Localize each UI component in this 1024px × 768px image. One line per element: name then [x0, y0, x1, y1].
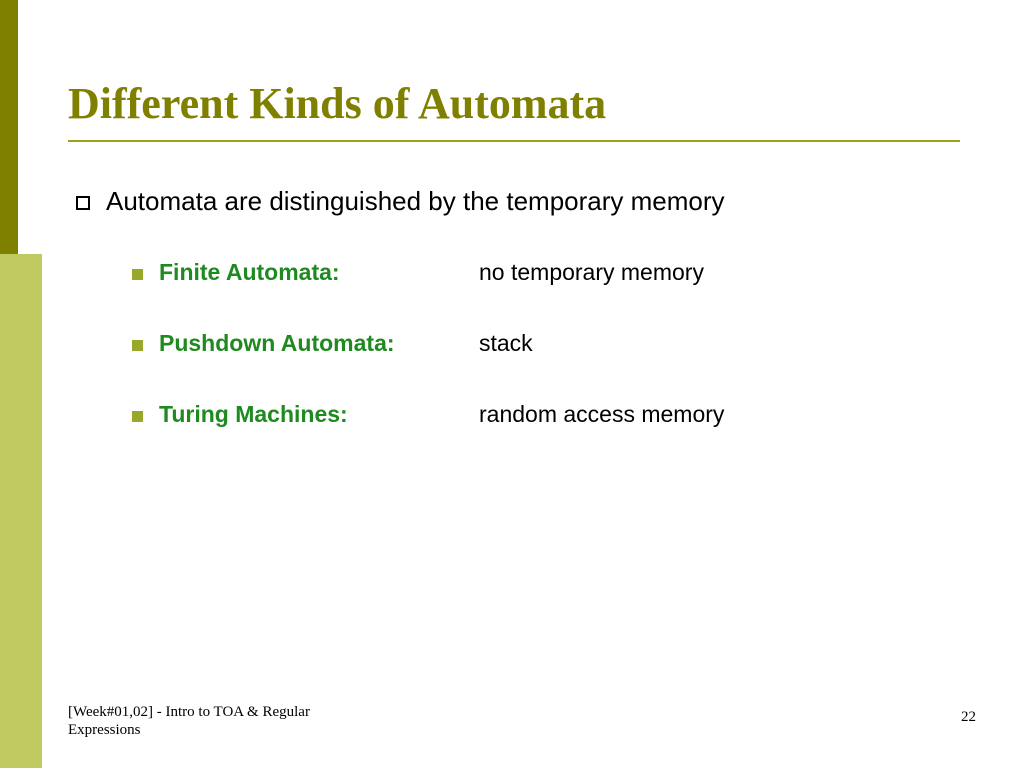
- main-bullet-text: Automata are distinguished by the tempor…: [106, 186, 725, 217]
- side-stripe-light: [0, 254, 42, 768]
- list-item: Turing Machines: random access memory: [132, 401, 956, 428]
- item-term: Pushdown Automata:: [159, 330, 479, 357]
- title-underline: [68, 140, 960, 142]
- item-desc: stack: [479, 330, 533, 357]
- slide: Different Kinds of Automata Automata are…: [0, 0, 1024, 768]
- main-bullet: Automata are distinguished by the tempor…: [76, 186, 956, 217]
- bullet-solid-icon: [132, 340, 143, 351]
- list-item: Pushdown Automata: stack: [132, 330, 956, 357]
- page-number: 22: [961, 709, 976, 726]
- footer-left: [Week#01,02] - Intro to TOA & Regular Ex…: [68, 703, 328, 741]
- item-desc: random access memory: [479, 401, 724, 428]
- bullet-hollow-icon: [76, 196, 90, 210]
- list-item: Finite Automata: no temporary memory: [132, 259, 956, 286]
- slide-title: Different Kinds of Automata: [68, 78, 606, 129]
- bullet-solid-icon: [132, 411, 143, 422]
- sub-bullet-list: Finite Automata: no temporary memory Pus…: [76, 259, 956, 428]
- item-term: Finite Automata:: [159, 259, 479, 286]
- bullet-solid-icon: [132, 269, 143, 280]
- item-desc: no temporary memory: [479, 259, 704, 286]
- side-stripe-dark: [0, 0, 18, 254]
- item-term: Turing Machines:: [159, 401, 479, 428]
- slide-body: Automata are distinguished by the tempor…: [76, 186, 956, 472]
